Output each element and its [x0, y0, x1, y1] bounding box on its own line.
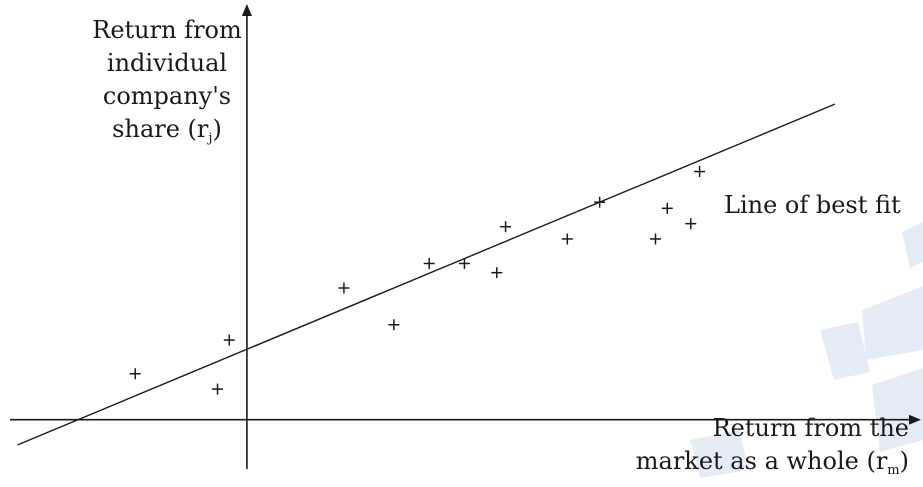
data-point-1 — [129, 368, 141, 380]
data-point-14 — [685, 218, 697, 230]
data-point-6 — [423, 257, 435, 269]
x-axis-label-text: market as a whole (r — [635, 447, 888, 475]
data-points — [129, 166, 706, 395]
data-point-12 — [650, 233, 662, 245]
data-point-13 — [661, 202, 673, 214]
y-axis-label-subscript: j — [208, 131, 213, 146]
y-axis-label-text: share (r — [112, 115, 209, 143]
data-point-15 — [694, 166, 706, 178]
y-axis-label: Return from individual company's share (… — [62, 14, 272, 155]
x-axis-label-line-2: market as a whole (rm) — [549, 445, 909, 487]
data-point-4 — [338, 282, 350, 294]
data-point-3 — [223, 334, 235, 346]
data-point-2 — [212, 383, 224, 395]
data-point-11 — [594, 196, 606, 208]
x-axis-label-subscript: m — [887, 463, 900, 478]
x-axis-label: Return from the market as a whole (rm) — [549, 412, 909, 487]
best-fit-line — [17, 103, 836, 446]
y-axis-label-line-4: share (rj) — [62, 113, 272, 155]
data-point-7 — [458, 257, 470, 269]
data-point-9 — [500, 221, 512, 233]
data-point-10 — [561, 233, 573, 245]
best-fit-label: Line of best fit — [724, 191, 901, 219]
y-axis-label-line-3: company's — [102, 82, 232, 110]
y-axis-label-line-1: Return from — [92, 16, 242, 44]
x-axis-label-close: ) — [899, 447, 909, 475]
y-axis-label-line-2: individual — [106, 49, 228, 77]
y-axis-label-close: ) — [212, 115, 222, 143]
data-point-5 — [388, 319, 400, 331]
data-point-8 — [491, 267, 503, 279]
x-axis-label-line-1: Return from the — [712, 414, 909, 442]
